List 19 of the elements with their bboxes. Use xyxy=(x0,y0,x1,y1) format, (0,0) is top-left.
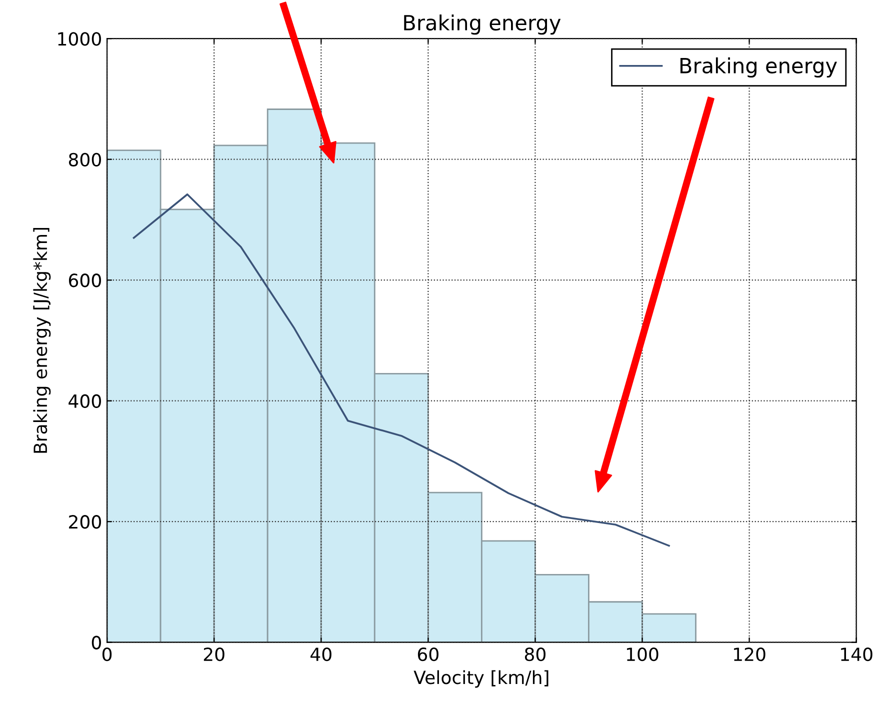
x-tick-label: 100 xyxy=(626,648,658,662)
x-tick-label: 140 xyxy=(841,648,872,662)
legend-label: Braking energy xyxy=(680,57,837,78)
y-tick-label: 400 xyxy=(68,394,101,408)
y-tick-label: 200 xyxy=(69,515,101,529)
x-tick-label: 60 xyxy=(418,648,438,662)
y-tick-label: 600 xyxy=(68,274,101,288)
x-tick-label: 40 xyxy=(310,648,332,662)
x-tick-label: 120 xyxy=(734,648,766,662)
x-tick-label: 20 xyxy=(204,648,224,662)
y-tick-label: 800 xyxy=(68,152,101,166)
x-axis-title: Velocity [km/h] xyxy=(414,670,548,688)
x-tick-label: 80 xyxy=(524,648,546,662)
y-axis-title: Braking energy [J/kg*km] xyxy=(33,228,51,453)
line-series xyxy=(132,193,670,547)
x-tick-label: 0 xyxy=(102,648,112,662)
y-tick-label: 1000 xyxy=(58,32,101,46)
y-tick-label: 0 xyxy=(92,636,101,650)
chart-title: Braking energy xyxy=(404,14,561,35)
